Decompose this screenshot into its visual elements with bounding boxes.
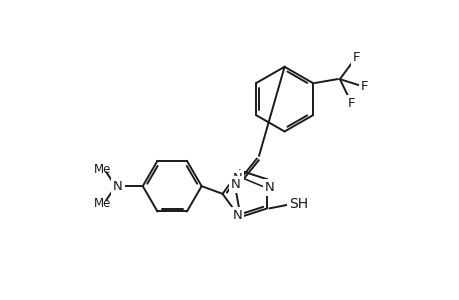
Text: F: F: [360, 80, 368, 93]
Text: N: N: [232, 209, 242, 222]
Text: N: N: [230, 178, 240, 191]
Text: N: N: [232, 172, 242, 184]
Text: N: N: [264, 181, 274, 194]
Text: F: F: [347, 97, 354, 110]
Text: N: N: [113, 180, 123, 193]
Text: SH: SH: [288, 197, 308, 212]
Text: Me: Me: [94, 196, 111, 210]
Text: F: F: [353, 51, 360, 64]
Text: Me: Me: [94, 163, 111, 176]
